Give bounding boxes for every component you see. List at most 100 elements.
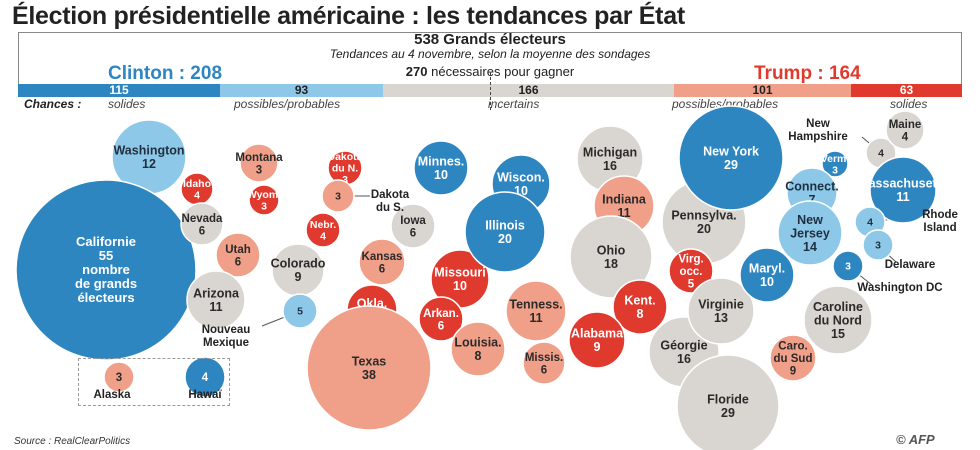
state-electors: 3 xyxy=(875,240,881,252)
state-bubble-north-carolina xyxy=(803,285,873,355)
state-name: Géorgie xyxy=(660,339,707,353)
chances-tossup: incertains xyxy=(488,97,540,111)
state-electors: 6 xyxy=(199,225,205,237)
state-bubble-massachusetts xyxy=(869,156,937,224)
state-electors: 13 xyxy=(714,311,728,325)
bar-segment-3: 101 xyxy=(674,84,851,97)
state-name: Maine xyxy=(889,119,922,131)
state-name: Pennsylva. xyxy=(671,209,736,223)
outside-label-new-hampshire: New xyxy=(806,118,830,130)
state-bubble-wyoming xyxy=(248,184,280,216)
bar-segment-1: 93 xyxy=(220,84,383,97)
electors-bar: 115 93 166 101 63 xyxy=(18,84,962,97)
state-name: occ. xyxy=(679,266,702,278)
state-name: Kent. xyxy=(624,294,655,308)
state-electors: 11 xyxy=(896,190,909,204)
state-bubble-kentucky xyxy=(612,279,668,335)
state-name: Montana xyxy=(235,152,283,164)
state-name: Minnes. xyxy=(418,155,465,169)
state-name: Connect. xyxy=(785,180,838,194)
outside-label-south-dakota: Dakota xyxy=(371,189,410,201)
state-electors: 6 xyxy=(541,364,547,376)
state-name: Wyom. xyxy=(247,189,281,201)
state-bubble-south-carolina xyxy=(769,334,817,382)
state-electors: 14 xyxy=(803,240,817,254)
header-frame xyxy=(18,32,962,85)
state-bubble-arizona xyxy=(186,270,246,330)
outside-label-rhode-island: Rhode xyxy=(922,209,958,221)
state-name: Indiana xyxy=(602,193,647,207)
state-name: Washington xyxy=(113,144,184,158)
bar-segment-4: 63 xyxy=(851,84,962,97)
state-electors: 3 xyxy=(261,200,267,212)
outside-label-new-mexico: Nouveau xyxy=(202,324,251,336)
state-name: Maryl. xyxy=(749,262,785,276)
chances-legend: Chances : solides possibles/probables in… xyxy=(0,97,980,111)
legend-alaska-hawaii xyxy=(78,358,230,406)
needed-number: 270 xyxy=(405,64,428,79)
state-name: Caroline xyxy=(813,300,863,314)
state-bubble-california xyxy=(15,179,197,361)
state-bubble-new-york xyxy=(678,105,784,211)
state-bubble-nebraska xyxy=(305,212,341,248)
needed-text: nécessaires pour gagner xyxy=(431,64,575,79)
legend-label-alaska: Alaska xyxy=(93,389,131,401)
state-electors: 3 xyxy=(845,261,851,273)
state-name: Nevada xyxy=(182,213,224,225)
state-electors: 10 xyxy=(760,275,774,289)
california-note: de grands xyxy=(75,276,137,291)
state-name: Nebr. xyxy=(310,219,336,231)
state-electors: 55 xyxy=(99,248,113,263)
outside-label-south-dakota: du S. xyxy=(376,202,404,214)
state-name: Floride xyxy=(707,393,749,407)
state-electors: 3 xyxy=(256,164,262,176)
state-bubble-florida xyxy=(676,354,780,450)
state-electors: 5 xyxy=(297,306,303,318)
state-electors: 3 xyxy=(335,191,341,203)
infographic-title: Élection présidentielle américaine : les… xyxy=(12,2,685,30)
afp-credit: © AFP xyxy=(896,432,935,447)
legend-label-hawaii: Hawaï xyxy=(188,389,222,401)
chances-dem-likely: possibles/probables xyxy=(234,97,341,111)
state-electors: 4 xyxy=(878,148,884,160)
outside-label-rhode-island: Island xyxy=(923,222,956,234)
trump-total: Trump : 164 xyxy=(754,63,861,84)
state-bubble-kansas xyxy=(358,238,406,286)
state-name: Louisia. xyxy=(454,336,501,350)
state-name: Missouri xyxy=(434,266,485,280)
state-electors: 15 xyxy=(831,327,845,341)
state-name: Idaho xyxy=(183,178,211,190)
state-name: New York xyxy=(703,145,759,159)
state-electors: 6 xyxy=(235,256,241,268)
state-name: Verm. xyxy=(821,153,850,165)
chances-rep-likely: possibles/probables xyxy=(672,97,779,111)
state-bubble-nevada xyxy=(180,202,224,246)
state-bubble-ohio xyxy=(569,215,653,299)
state-name: Dakota xyxy=(327,151,362,163)
state-name: Alabama xyxy=(571,327,624,341)
state-name: du Sud xyxy=(774,353,813,365)
state-electors: 10 xyxy=(453,279,467,293)
state-bubble-maine xyxy=(885,110,925,150)
state-electors: 11 xyxy=(529,311,542,325)
state-name: du N. xyxy=(332,163,358,175)
state-electors: 38 xyxy=(362,368,376,382)
bar-segment-2: 166 xyxy=(383,84,674,97)
legend-bubble-alaska xyxy=(103,361,135,393)
state-electors: 11 xyxy=(209,300,222,314)
bar-segment-0: 115 xyxy=(18,84,220,97)
state-electors: 29 xyxy=(721,406,735,420)
california-note: nombre xyxy=(82,262,130,277)
source-note: Source : RealClearPolitics xyxy=(14,436,131,447)
state-bubble-south-dakota xyxy=(321,179,355,213)
state-bubble-new-jersey xyxy=(777,200,843,266)
legend-value-hawaii: 4 xyxy=(202,372,209,384)
state-bubble-texas xyxy=(306,305,432,431)
state-electors: 20 xyxy=(498,232,512,246)
state-name: New xyxy=(797,213,823,227)
state-electors: 16 xyxy=(603,159,617,173)
state-name: Ohio xyxy=(597,244,626,258)
needed-to-win: 270 nécessaires pour gagner xyxy=(0,64,980,79)
state-bubble-illinois xyxy=(464,191,546,273)
state-electors: 18 xyxy=(604,257,618,271)
